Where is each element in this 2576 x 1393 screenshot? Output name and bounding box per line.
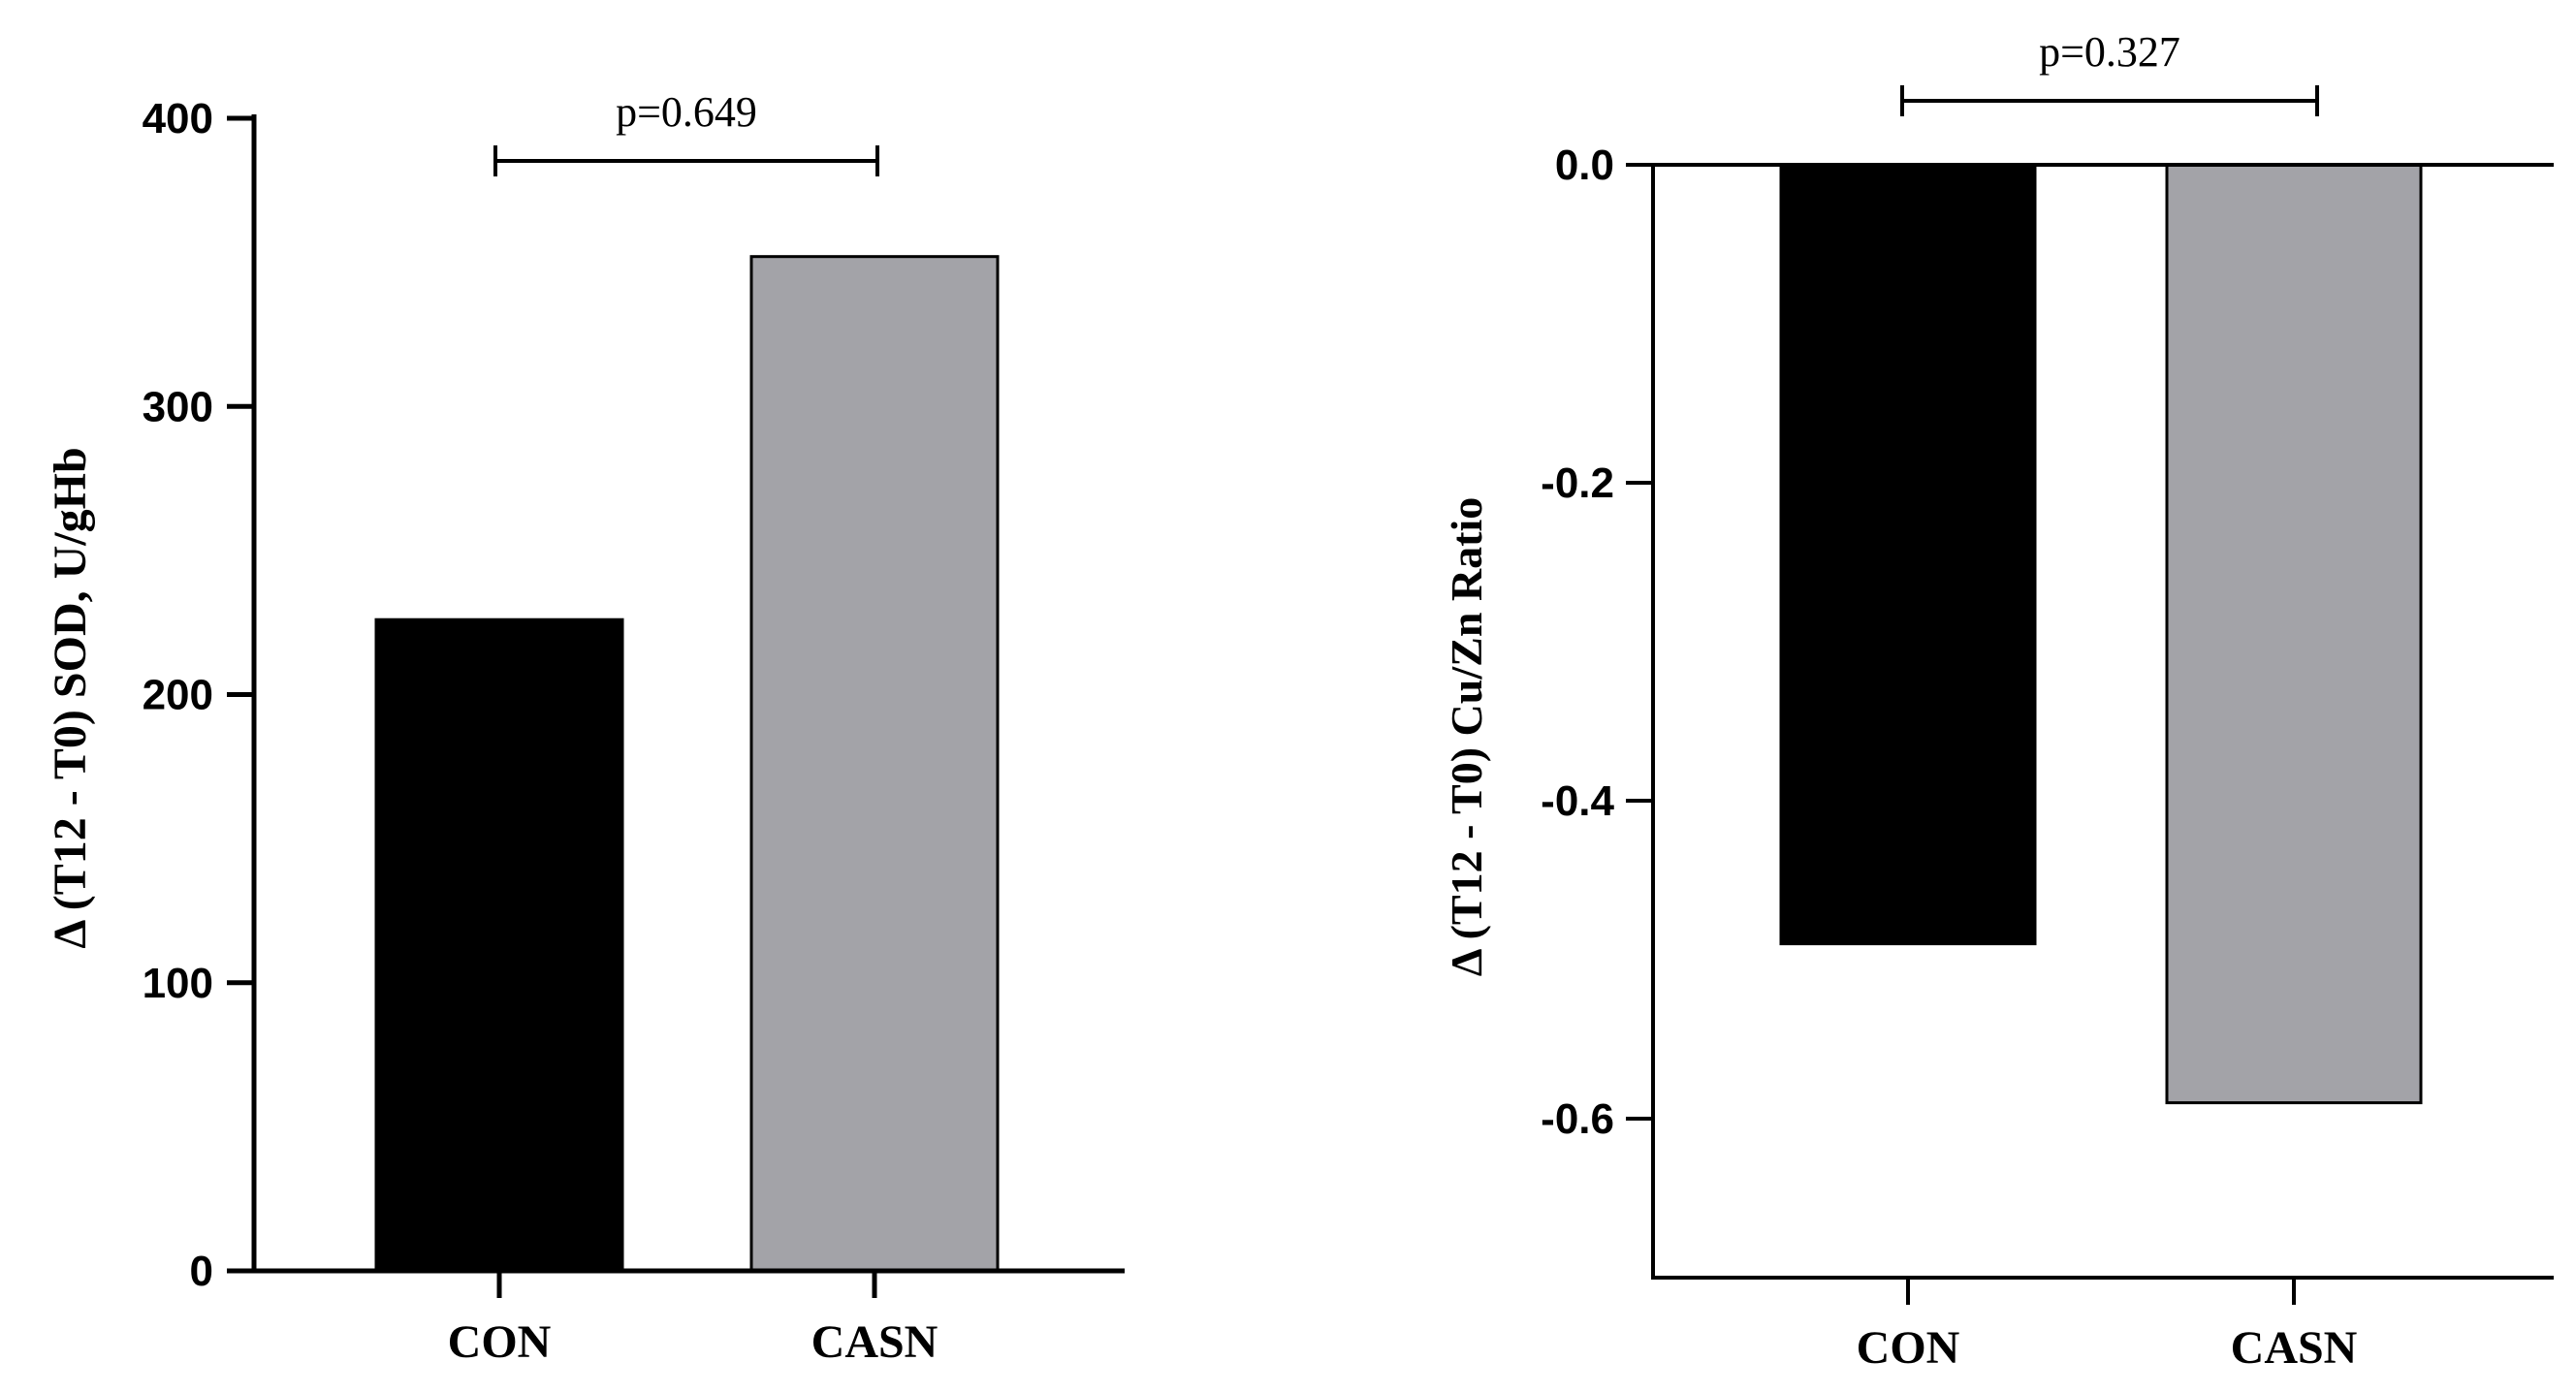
chart-cuzn-bars (1779, 163, 2423, 1105)
chart-cuzn-xtick-label: CASN (2231, 1322, 2358, 1374)
chart-sod-ytick-label: 100 (143, 960, 213, 1007)
chart-sod-xtick-label: CASN (811, 1316, 938, 1368)
chart-cuzn-xticks: CON CASN (1857, 1278, 2358, 1374)
chart-cuzn-ytick-label: -0.6 (1541, 1095, 1614, 1143)
chart-cuzn-ytick-label: 0.0 (1555, 142, 1614, 189)
chart-sod-significance-bracket: p=0.649 (493, 88, 879, 176)
chart-sod-bar-con (374, 617, 624, 1273)
chart-cuzn-ytick-label: -0.2 (1541, 459, 1614, 507)
chart-sod-xticks: CON CASN (448, 1271, 938, 1368)
chart-cuzn-pvalue: p=0.327 (2039, 28, 2180, 76)
chart-sod-yticks: 0 100 200 300 400 (143, 95, 254, 1295)
chart-cuzn-significance-bracket: p=0.327 (1900, 28, 2319, 116)
chart-sod-bar-casn (749, 255, 1000, 1273)
chart-cuzn-xtick-label: CON (1857, 1322, 1960, 1374)
chart-sod-xtick-label: CON (448, 1316, 552, 1368)
chart-cuzn-bar-con (1779, 163, 2037, 946)
chart-sod-pvalue: p=0.649 (616, 88, 757, 136)
chart-cuzn: Δ (T12 - T0) Cu/Zn Ratio 0.0 -0.2 -0.4 -0.6… (1442, 28, 2554, 1374)
chart-sod-ylabel: Δ (T12 - T0) SOD, U/gHb (45, 447, 96, 948)
chart-cuzn-yticks: 0.0 -0.2 -0.4 -0.6 (1541, 142, 1653, 1143)
chart-sod-ytick-label: 0 (190, 1248, 213, 1295)
chart-cuzn-bar-casn (2165, 163, 2423, 1105)
chart-cuzn-ytick-label: -0.4 (1541, 777, 1614, 825)
chart-sod-ytick-label: 400 (143, 95, 213, 142)
chart-sod-bars (374, 255, 1000, 1273)
chart-sod-ytick-label: 300 (143, 383, 213, 430)
chart-sod-ytick-label: 200 (143, 672, 213, 719)
chart-cuzn-ylabel: Δ (T12 - T0) Cu/Zn Ratio (1442, 497, 1491, 976)
chart-sod: Δ (T12 - T0) SOD, U/gHb 0 100 200 300 400 CO… (45, 88, 1125, 1368)
